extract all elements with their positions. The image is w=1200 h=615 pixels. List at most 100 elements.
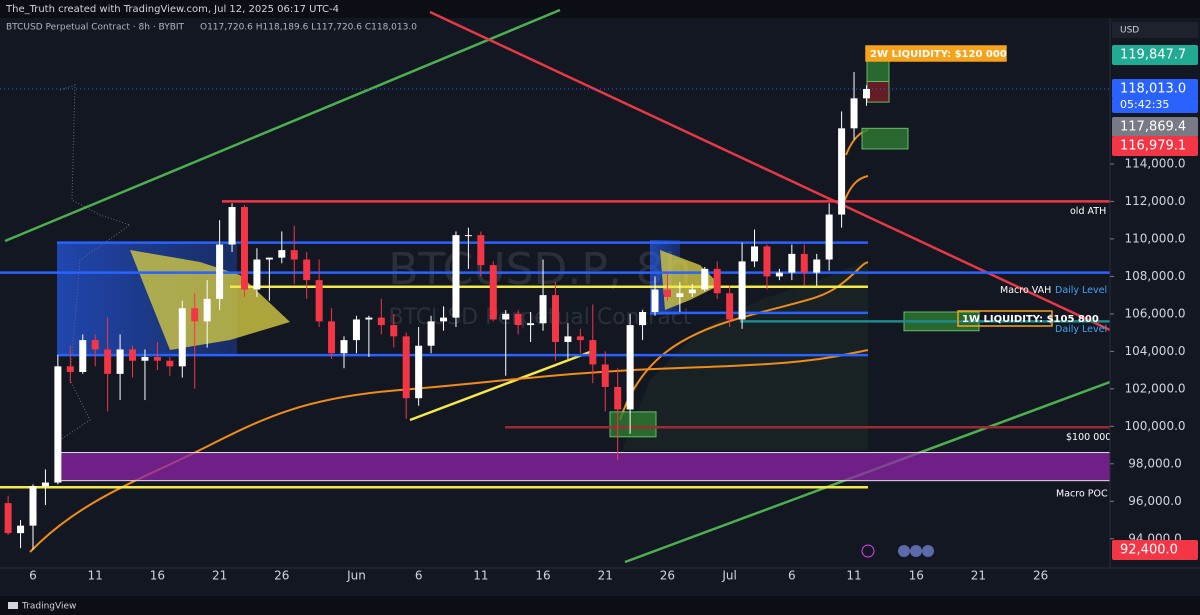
candle-body [328,321,336,354]
candle-body [775,272,783,277]
level-label: Daily Level [1055,324,1107,335]
ohlc: O117,720.6 H118,189.6 L117,720.6 C118,01… [200,23,417,33]
drawings [4,8,1111,564]
x-tick-label: 11 [88,569,103,583]
price-label: 116,979.1 [1120,139,1186,154]
y-axis: 94,000.096,000.098,000.0100,000.0102,000… [1110,45,1198,560]
candle-body [862,88,870,99]
icon [898,545,910,557]
x-tick-label: 21 [598,569,613,583]
symbol: BTCUSD Perpetual Contract · 8h · BYBIT [6,23,185,33]
footer-bar [0,596,1200,615]
x-tick-label: 16 [909,569,924,583]
trend-line [4,8,561,243]
candle-body [427,321,435,346]
candle-body [216,244,224,299]
candle-body [726,293,734,320]
y-tick-label: 102,000.0 [1124,381,1185,395]
candle-body [614,386,622,410]
candle-body [452,235,460,318]
candle-body [639,311,647,326]
candle-body [564,336,572,342]
icon [861,544,875,558]
x-tick-label: 21 [212,569,227,583]
footer: TradingView [21,602,76,612]
candle-body [240,207,248,290]
y-tick-label: 98,000.0 [1128,456,1181,470]
candle-body [41,482,49,487]
candle-body [290,250,298,260]
price-label-box [1112,79,1198,99]
tag-box [957,310,1053,327]
candle-body [763,246,771,277]
candle-body [66,366,74,372]
candle-body [278,250,286,258]
candle-body [315,280,323,322]
candle-body [676,293,684,297]
candle-body [166,360,174,367]
x-tick-label: 21 [971,569,986,583]
x-tick-label: 6 [415,569,423,583]
x-tick-label: Jun [346,569,366,583]
tag-label: 2W LIQUIDITY: $120 000 [870,49,1007,60]
x-tick-label: Jul [721,569,736,583]
price-label: 117,869.4 [1120,120,1186,135]
zone [866,80,890,103]
currency: USD [1120,26,1139,36]
candle-body [203,298,211,322]
logo [8,602,18,609]
candle-body [402,336,410,399]
candle-body [303,259,311,281]
event-icons [861,544,934,558]
candle-body [477,235,485,266]
y-tick-label: 104,000.0 [1124,344,1185,358]
x-tick-label: 26 [274,569,289,583]
header: The_Truth created with TradingView.com, … [5,4,339,15]
price-label: 92,400.0 [1120,543,1178,558]
candle-body [116,349,124,374]
candle-body [265,257,273,260]
x-axis: 6 11 16 21 26 Jun 6 11 16 21 26 Jul 6 11 16 21 26 [29,569,1048,583]
candle-body [191,308,199,322]
y-tick-label: 100,000.0 [1124,419,1185,433]
level-label: Daily Level [1055,285,1107,296]
level-label: old ATH [1070,206,1106,217]
candle-body [228,207,236,245]
tag-label: 1W LIQUIDITY: $105 800 [962,314,1099,325]
levels [0,50,1111,489]
x-tick-label: 16 [150,569,165,583]
candle-body [29,486,37,526]
price-label: 118,013.0 [1120,82,1186,97]
candle-body [589,340,597,365]
vp-poc [660,250,720,310]
candle-body [527,323,535,326]
y-tick-label: 112,000.0 [1124,194,1185,208]
candle-body [17,525,25,534]
y-tick-label: 108,000.0 [1124,269,1185,283]
candle-body [514,313,522,326]
candle-body [576,336,584,341]
candle-body [850,98,858,129]
x-tick-label: 26 [660,569,675,583]
candle-body [340,340,348,354]
icon [922,545,934,557]
candle-body [539,295,547,324]
price-label: 119,847.7 [1120,48,1186,63]
currency-box [1112,22,1198,38]
overlay: old ATH Macro VAH Daily Level Daily Level $1… [865,45,1111,500]
candle-body [352,319,360,341]
candle-body [751,246,759,262]
price-label: 05:42:35 [1120,98,1169,111]
candle-body [651,289,659,312]
level-label: $100 000 [1066,432,1111,443]
candle-body [129,349,137,361]
candle-body [377,317,385,326]
y-tick-label: 114,000.0 [1124,156,1185,170]
candle-body [626,325,634,410]
price-label-box [1112,117,1198,137]
candle-body [464,235,472,237]
price-label-box [1112,540,1198,560]
y-tick-label: 96,000.0 [1128,494,1181,508]
